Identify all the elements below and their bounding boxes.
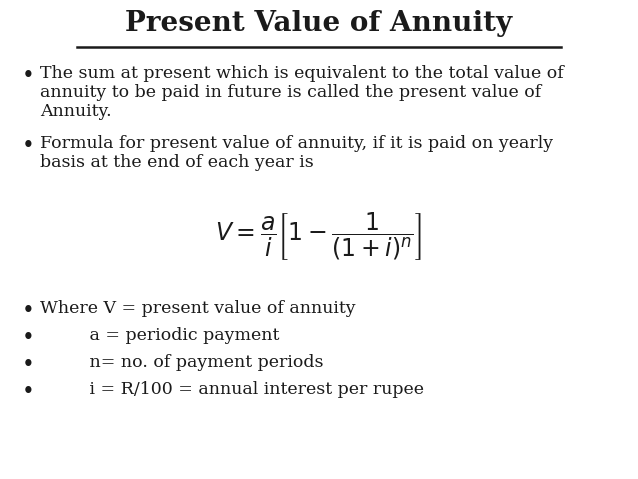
Text: n= no. of payment periods: n= no. of payment periods [40,354,323,371]
Text: Formula for present value of annuity, if it is paid on yearly: Formula for present value of annuity, if… [40,135,553,152]
Text: •: • [22,300,34,322]
Text: •: • [22,135,34,157]
Text: •: • [22,381,34,403]
Text: $V = \dfrac{a}{i}\left[1 - \dfrac{1}{(1+i)^{n}}\right]$: $V = \dfrac{a}{i}\left[1 - \dfrac{1}{(1+… [216,210,422,263]
Text: The sum at present which is equivalent to the total value of: The sum at present which is equivalent t… [40,65,564,82]
Text: •: • [22,65,34,87]
Text: i = R/100 = annual interest per rupee: i = R/100 = annual interest per rupee [40,381,424,398]
Text: •: • [22,354,34,376]
Text: annuity to be paid in future is called the present value of: annuity to be paid in future is called t… [40,84,541,101]
Text: a = periodic payment: a = periodic payment [40,327,279,344]
Text: basis at the end of each year is: basis at the end of each year is [40,154,314,171]
Text: Annuity.: Annuity. [40,103,112,120]
Text: Present Value of Annuity: Present Value of Annuity [126,10,512,37]
Text: •: • [22,327,34,349]
Text: Where V = present value of annuity: Where V = present value of annuity [40,300,355,317]
